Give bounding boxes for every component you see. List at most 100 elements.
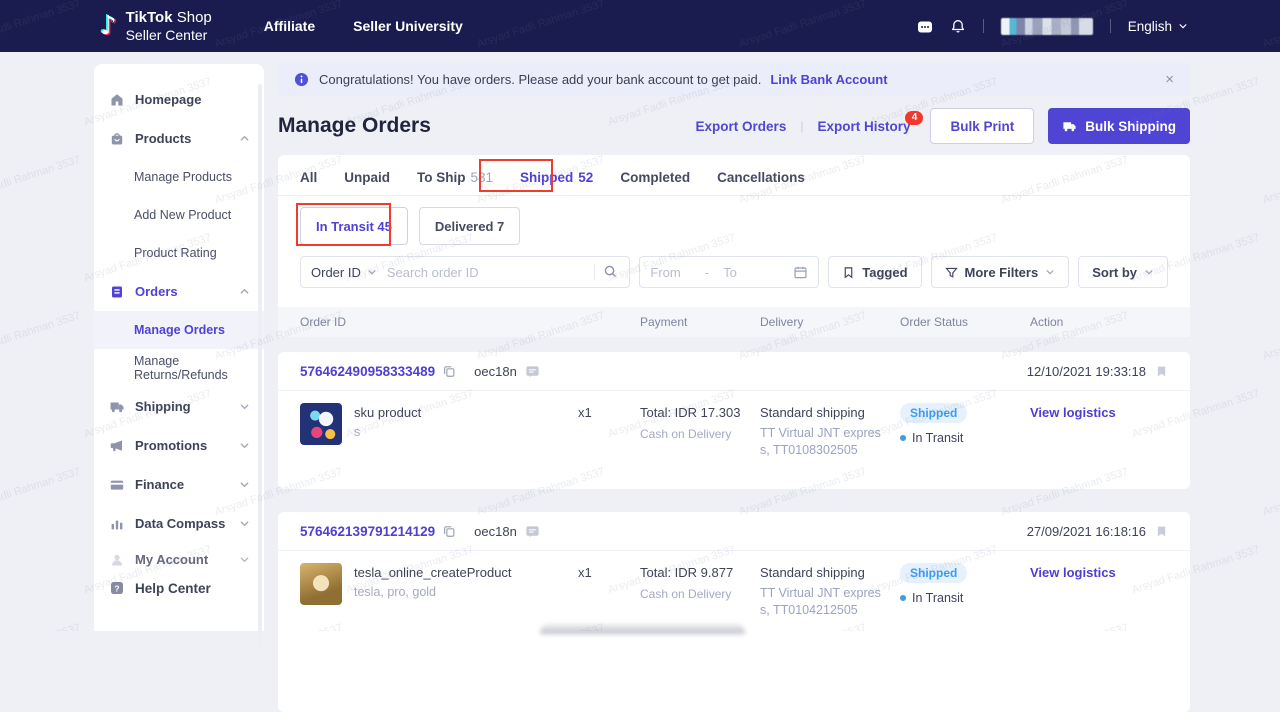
- product-thumbnail[interactable]: [300, 403, 342, 445]
- truck-icon: [109, 399, 125, 415]
- sidebar-label: Products: [135, 131, 192, 146]
- bulk-shipping-button[interactable]: Bulk Shipping: [1048, 108, 1190, 144]
- chat-icon[interactable]: [525, 364, 540, 379]
- tab-cancellations[interactable]: Cancellations: [717, 170, 805, 185]
- bag-icon: [109, 131, 125, 147]
- tab-count: 581: [470, 170, 494, 185]
- sidebar-item-finance[interactable]: Finance: [94, 465, 264, 504]
- subtab-in-transit[interactable]: In Transit 45: [300, 207, 408, 245]
- buyer-username[interactable]: oec18n: [474, 363, 517, 379]
- order-id-dropdown[interactable]: Order ID: [311, 265, 377, 280]
- sidebar-item-orders[interactable]: Orders: [94, 272, 264, 311]
- buyer-username[interactable]: oec18n: [474, 523, 517, 539]
- sidebar-item-shipping[interactable]: Shipping: [94, 387, 264, 426]
- sidebar-item-manage-returns-refunds[interactable]: Manage Returns/Refunds: [134, 354, 228, 382]
- status-dot: [900, 595, 906, 601]
- status-tabs: All Unpaid To Ship 581 Shipped 52 Complete…: [278, 155, 1190, 196]
- user-name-blurred[interactable]: [1000, 17, 1093, 35]
- sidebar-item-data-compass[interactable]: Data Compass: [94, 504, 264, 543]
- tab-shipped[interactable]: Shipped 52: [520, 170, 594, 185]
- sidebar-item-manage-products[interactable]: Manage Products: [134, 170, 232, 184]
- sidebar-item-help-center[interactable]: ? Help Center: [94, 567, 264, 609]
- tagged-button[interactable]: Tagged: [828, 256, 922, 288]
- sidebar-label: Data Compass: [135, 516, 226, 531]
- sidebar-item-product-rating[interactable]: Product Rating: [134, 246, 217, 260]
- chat-icon[interactable]: [525, 524, 540, 539]
- link-bank-account-link[interactable]: Link Bank Account: [770, 72, 888, 87]
- order-header: 576462490958333489 oec18n 12/10/2021 19:…: [278, 352, 1190, 391]
- bookmark-flag-icon[interactable]: [1155, 525, 1168, 538]
- order-card: 576462490958333489 oec18n 12/10/2021 19:…: [278, 352, 1190, 489]
- export-history-link[interactable]: Export History 4: [817, 110, 924, 134]
- close-icon[interactable]: ×: [1165, 71, 1174, 88]
- help-icon: ?: [109, 580, 125, 596]
- order-search-control: Order ID: [300, 256, 631, 288]
- bell-icon[interactable]: [950, 18, 966, 34]
- message-icon[interactable]: [917, 18, 933, 34]
- order-line-item: sku product s x1 Total: IDR 17.303 Cash …: [278, 391, 1190, 459]
- sidebar-item-promotions[interactable]: Promotions: [94, 426, 264, 465]
- sidebar-item-my-account[interactable]: My Account: [94, 552, 264, 567]
- column-order-id: Order ID: [300, 315, 347, 329]
- order-id-link[interactable]: 576462490958333489: [300, 363, 436, 379]
- credit-card-icon: [109, 477, 125, 493]
- payment-method: Cash on Delivery: [640, 427, 732, 441]
- copy-icon[interactable]: [442, 364, 456, 378]
- table-header: Order ID Payment Delivery Order Status A…: [278, 307, 1190, 337]
- sidebar-item-products[interactable]: Products: [94, 119, 264, 158]
- header-separator: |: [800, 119, 804, 133]
- sidebar-scrollbar[interactable]: [258, 84, 262, 649]
- view-logistics-link[interactable]: View logistics: [1030, 565, 1116, 580]
- bookmark-flag-icon[interactable]: [1155, 365, 1168, 378]
- column-payment: Payment: [640, 315, 688, 329]
- bulk-print-button[interactable]: Bulk Print: [930, 108, 1035, 144]
- search-icon[interactable]: [603, 264, 619, 280]
- export-history-badge: 4: [905, 110, 924, 125]
- page-title: Manage Orders: [278, 114, 431, 137]
- person-icon: [109, 552, 125, 567]
- search-order-input[interactable]: [384, 263, 587, 281]
- export-orders-link[interactable]: Export Orders: [695, 118, 787, 134]
- payment-method: Cash on Delivery: [640, 587, 732, 601]
- subtab-delivered[interactable]: Delivered 7: [418, 207, 521, 245]
- chevron-down-icon: [368, 270, 376, 275]
- chevron-up-icon: [239, 286, 250, 297]
- notification-banner: Congratulations! You have orders. Please…: [278, 63, 1190, 96]
- sidebar-item-homepage[interactable]: Homepage: [94, 80, 264, 119]
- date-range-picker[interactable]: From - To: [639, 256, 820, 288]
- banner-text: Congratulations! You have orders. Please…: [319, 72, 762, 87]
- input-divider: [594, 264, 596, 280]
- sort-by-button[interactable]: Sort by: [1078, 256, 1168, 288]
- order-id-link[interactable]: 576462139791214129: [300, 523, 436, 539]
- copy-icon[interactable]: [442, 524, 456, 538]
- nav-link-affiliate[interactable]: Affiliate: [263, 18, 316, 34]
- more-filters-button[interactable]: More Filters: [930, 256, 1070, 288]
- bulk-shipping-label: Bulk Shipping: [1085, 118, 1176, 134]
- tab-unpaid[interactable]: Unpaid: [344, 170, 391, 185]
- orders-icon: [109, 284, 125, 300]
- column-action: Action: [1030, 315, 1064, 329]
- sidebar-item-manage-orders[interactable]: Manage Orders: [94, 311, 264, 349]
- order-date: 27/09/2021 16:18:16: [1026, 523, 1146, 539]
- sub-status: In Transit: [900, 591, 1030, 605]
- tab-to-ship[interactable]: To Ship 581: [417, 170, 494, 185]
- tab-completed[interactable]: Completed: [620, 170, 691, 185]
- column-delivery: Delivery: [760, 315, 804, 329]
- order-header: 576462139791214129 oec18n 27/09/2021 16:…: [278, 512, 1190, 551]
- bar-chart-icon: [109, 516, 125, 532]
- product-name: sku product: [354, 405, 422, 420]
- language-selector[interactable]: English: [1128, 19, 1188, 34]
- truck-icon: [1063, 121, 1076, 131]
- chevron-down-icon: [239, 440, 250, 451]
- chevron-down-icon: [239, 401, 250, 412]
- view-logistics-link[interactable]: View logistics: [1030, 405, 1116, 420]
- nav-link-seller-university[interactable]: Seller University: [353, 18, 463, 34]
- product-variant: s: [354, 425, 361, 439]
- chevron-down-icon: [239, 518, 250, 529]
- tiktok-note-icon: ♪: [100, 11, 117, 41]
- product-thumbnail[interactable]: [300, 563, 342, 605]
- bottom-edge-artifact: [540, 622, 745, 634]
- date-to-placeholder: To: [723, 264, 737, 280]
- tab-all[interactable]: All: [300, 170, 318, 185]
- sidebar-item-add-new-product[interactable]: Add New Product: [134, 208, 232, 222]
